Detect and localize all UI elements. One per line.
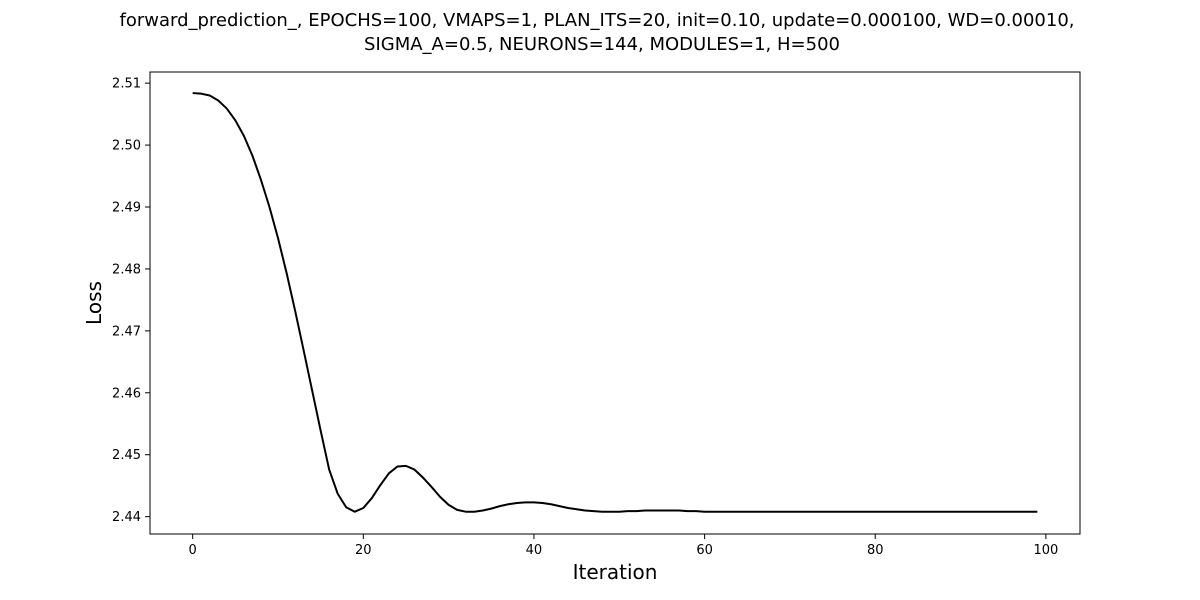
- y-tick-label: 2.44: [112, 510, 141, 525]
- loss-series-line: [192, 92, 1038, 513]
- x-axis: 0 20 40 60 80 100: [189, 534, 1058, 558]
- x-tick-label: 20: [355, 543, 372, 558]
- y-tick-label: 2.50: [112, 139, 141, 154]
- y-axis: 2.44 2.45 2.46 2.47 2.48 2.49 2.50 2.51: [112, 77, 150, 525]
- x-tick-label: 80: [867, 543, 884, 558]
- plot-area: [192, 92, 1038, 513]
- x-tick-label: 0: [189, 543, 197, 558]
- x-tick-label: 40: [526, 543, 543, 558]
- axes-frame: [149, 71, 1081, 535]
- y-tick-label: 2.49: [112, 201, 141, 216]
- y-axis-label: Loss: [82, 281, 106, 325]
- y-tick-label: 2.46: [112, 386, 141, 401]
- y-tick-label: 2.47: [112, 324, 141, 339]
- x-axis-label: Iteration: [573, 560, 658, 584]
- chart-title-line-1: forward_prediction_, EPOCHS=100, VMAPS=1…: [119, 10, 1074, 31]
- x-tick-label: 60: [696, 543, 713, 558]
- chart-title-line-2: SIGMA_A=0.5, NEURONS=144, MODULES=1, H=5…: [364, 34, 840, 55]
- y-tick-label: 2.45: [112, 448, 141, 463]
- y-tick-label: 2.48: [112, 262, 141, 277]
- y-tick-label: 2.51: [112, 77, 141, 92]
- x-tick-label: 100: [1033, 543, 1058, 558]
